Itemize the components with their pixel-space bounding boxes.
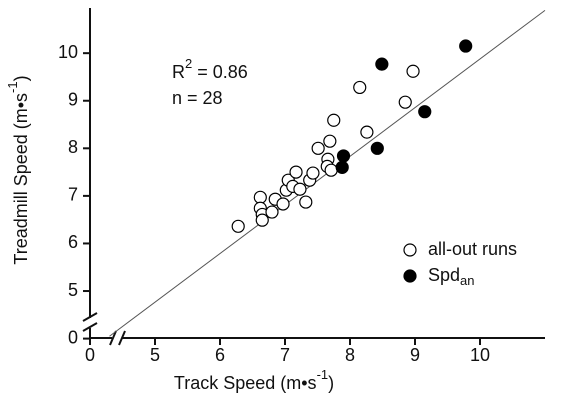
data-point — [324, 163, 338, 177]
data-point — [327, 113, 341, 127]
legend-label: Spdan — [428, 265, 475, 289]
data-point — [289, 165, 303, 179]
data-point — [398, 95, 412, 109]
axis-break — [109, 330, 117, 346]
data-point — [311, 141, 325, 155]
x-tick-label: 6 — [215, 345, 225, 365]
legend-marker — [403, 269, 417, 283]
axis-corner — [89, 328, 112, 339]
y-tick-label: 10 — [58, 42, 78, 62]
x-tick-label: 8 — [345, 345, 355, 365]
data-point — [253, 190, 267, 204]
annotation: n = 28 — [172, 88, 223, 108]
data-point — [299, 195, 313, 209]
y-tick-label: 9 — [68, 89, 78, 109]
axes — [82, 8, 545, 346]
legend: all-out runs Spdan — [403, 239, 517, 289]
x-tick-label: 10 — [470, 345, 490, 365]
data-point — [306, 166, 320, 180]
x-tick-label: 7 — [280, 345, 290, 365]
y-tick-label: 7 — [68, 185, 78, 205]
data-point — [459, 39, 473, 53]
data-point — [231, 219, 245, 233]
data-point — [370, 141, 384, 155]
data-point — [265, 205, 279, 219]
x-tick-label: 0 — [85, 345, 95, 365]
x-tick-label: 9 — [410, 345, 420, 365]
x-tick-label: 5 — [150, 345, 160, 365]
data-point — [418, 105, 432, 119]
data-point — [336, 149, 351, 163]
y-axis-label: Treadmill Speed (m•s-1) — [5, 75, 30, 264]
x-axis-label: Track Speed (m•s-1) — [174, 367, 334, 392]
legend-label: all-out runs — [428, 239, 517, 259]
data-point — [276, 197, 290, 211]
legend-name: all-out runs — [428, 239, 517, 259]
data-point — [353, 80, 367, 95]
y-tick-label: 6 — [68, 232, 78, 252]
data-point — [255, 213, 269, 227]
axis-break — [82, 322, 98, 332]
annotation: R2 = 0.86 — [172, 56, 248, 81]
data-point — [323, 134, 337, 148]
data-point — [360, 125, 374, 139]
data-point — [293, 182, 307, 196]
y-tick-label: 0 — [68, 327, 78, 347]
data-point — [406, 64, 420, 78]
data-point — [335, 160, 349, 174]
y-tick-label: 8 — [68, 137, 78, 157]
data-point — [375, 57, 389, 71]
legend-marker — [403, 243, 417, 257]
legend-name: Spd — [428, 265, 460, 285]
legend-name-sub: an — [460, 273, 474, 288]
axis-break — [82, 312, 98, 322]
axis-break — [118, 330, 126, 346]
y-tick-label: 5 — [68, 280, 78, 300]
